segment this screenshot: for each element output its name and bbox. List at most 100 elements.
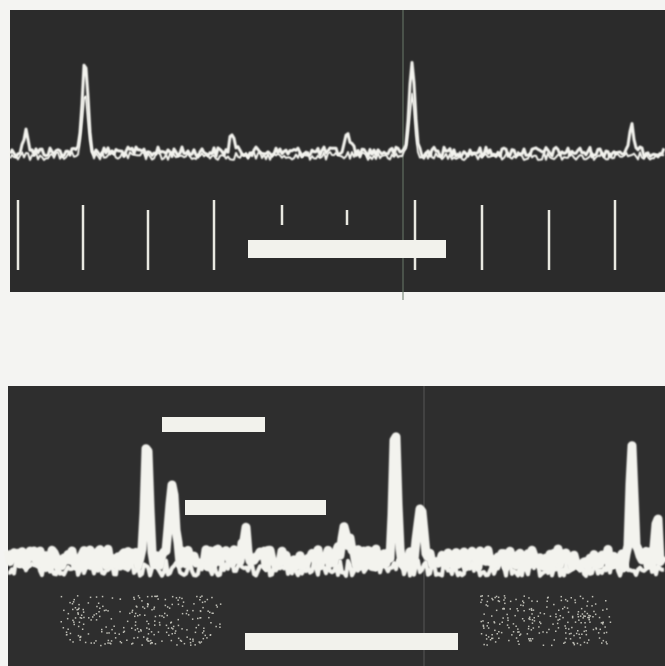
label-bar: [162, 417, 265, 432]
noise-speck: [553, 639, 555, 641]
noise-speck: [199, 642, 201, 644]
noise-speck: [538, 632, 541, 634]
noise-speck: [189, 641, 192, 644]
noise-speck: [158, 614, 161, 617]
noise-speck: [151, 642, 153, 644]
noise-speck: [201, 601, 204, 604]
noise-speck: [565, 637, 567, 640]
noise-speck: [577, 630, 579, 632]
noise-speck: [154, 624, 156, 626]
noise-speck: [577, 616, 580, 618]
noise-speck: [171, 633, 173, 635]
noise-speck: [562, 608, 564, 610]
noise-speck: [581, 633, 583, 635]
noise-speck: [486, 605, 489, 607]
noise-speck: [528, 608, 531, 611]
noise-speck: [563, 606, 566, 608]
noise-speck: [108, 632, 110, 634]
noise-speck: [181, 628, 183, 630]
noise-speck: [491, 615, 493, 617]
noise-speck: [197, 617, 199, 620]
noise-speck: [166, 614, 168, 617]
noise-speck: [481, 599, 483, 601]
noise-speck: [150, 642, 153, 644]
noise-speck: [203, 627, 205, 629]
label-bar: [248, 240, 446, 258]
noise-speck: [487, 595, 490, 597]
noise-speck: [192, 609, 194, 612]
noise-speck: [533, 620, 536, 622]
bottom-trace: [3, 432, 665, 647]
noise-speck: [517, 628, 519, 630]
noise-speck: [602, 609, 604, 611]
noise-speck: [595, 628, 598, 630]
noise-speck: [131, 611, 133, 613]
noise-speck: [170, 627, 173, 629]
noise-speck: [154, 595, 156, 598]
noise-speck: [134, 615, 136, 618]
noise-speck: [66, 617, 69, 620]
noise-speck: [592, 628, 595, 631]
noise-speck: [500, 631, 503, 634]
noise-speck: [514, 614, 516, 617]
noise-speck: [516, 608, 518, 610]
noise-speck: [131, 627, 133, 629]
noise-speck: [178, 596, 181, 599]
noise-speck: [165, 624, 168, 627]
noise-speck: [585, 633, 588, 636]
noise-speck: [594, 603, 597, 605]
noise-speck: [506, 624, 509, 626]
noise-speck: [562, 616, 564, 619]
noise-speck: [77, 608, 80, 611]
noise-speck: [531, 613, 533, 615]
noise-speck: [209, 634, 212, 636]
noise-speck: [518, 631, 520, 633]
noise-speck: [106, 632, 108, 634]
noise-speck: [570, 632, 572, 635]
noise-speck: [584, 615, 586, 617]
noise-speck: [515, 598, 517, 601]
noise-speck: [605, 600, 607, 602]
noise-speck: [202, 637, 205, 640]
noise-speck: [526, 633, 529, 635]
noise-speck: [118, 633, 120, 635]
noise-speck: [606, 608, 608, 610]
noise-speck: [532, 609, 535, 611]
noise-speck: [580, 607, 583, 610]
noise-speck: [571, 616, 574, 619]
noise-speck: [506, 613, 508, 616]
noise-speck: [98, 611, 100, 613]
noise-speck: [93, 614, 95, 616]
noise-speck: [122, 631, 125, 633]
noise-speck: [107, 639, 110, 642]
noise-speck: [201, 595, 203, 597]
noise-speck: [206, 637, 208, 639]
noise-speck: [215, 604, 218, 606]
noise-speck: [181, 605, 184, 607]
noise-speck: [495, 609, 498, 612]
noise-speck: [570, 597, 572, 599]
noise-speck: [187, 614, 190, 616]
noise-speck: [581, 613, 584, 615]
noise-speck: [566, 600, 569, 602]
noise-speck: [138, 630, 140, 633]
noise-speck: [504, 602, 506, 605]
noise-speck: [602, 623, 604, 625]
noise-speck: [204, 600, 206, 603]
noise-speck: [528, 618, 530, 620]
noise-speck: [212, 612, 214, 614]
noise-speck: [84, 641, 87, 644]
noise-speck: [113, 625, 115, 627]
noise-speck: [74, 617, 77, 619]
noise-speck: [80, 614, 83, 616]
noise-speck: [605, 631, 608, 634]
noise-speck: [166, 606, 169, 608]
noise-speck: [76, 595, 79, 597]
noise-speck: [594, 613, 597, 616]
noise-speck: [569, 638, 572, 640]
noise-speck: [532, 627, 535, 629]
noise-speck: [79, 616, 82, 619]
noise-speck: [146, 639, 148, 641]
noise-speck: [489, 639, 492, 641]
noise-speck: [530, 640, 532, 642]
